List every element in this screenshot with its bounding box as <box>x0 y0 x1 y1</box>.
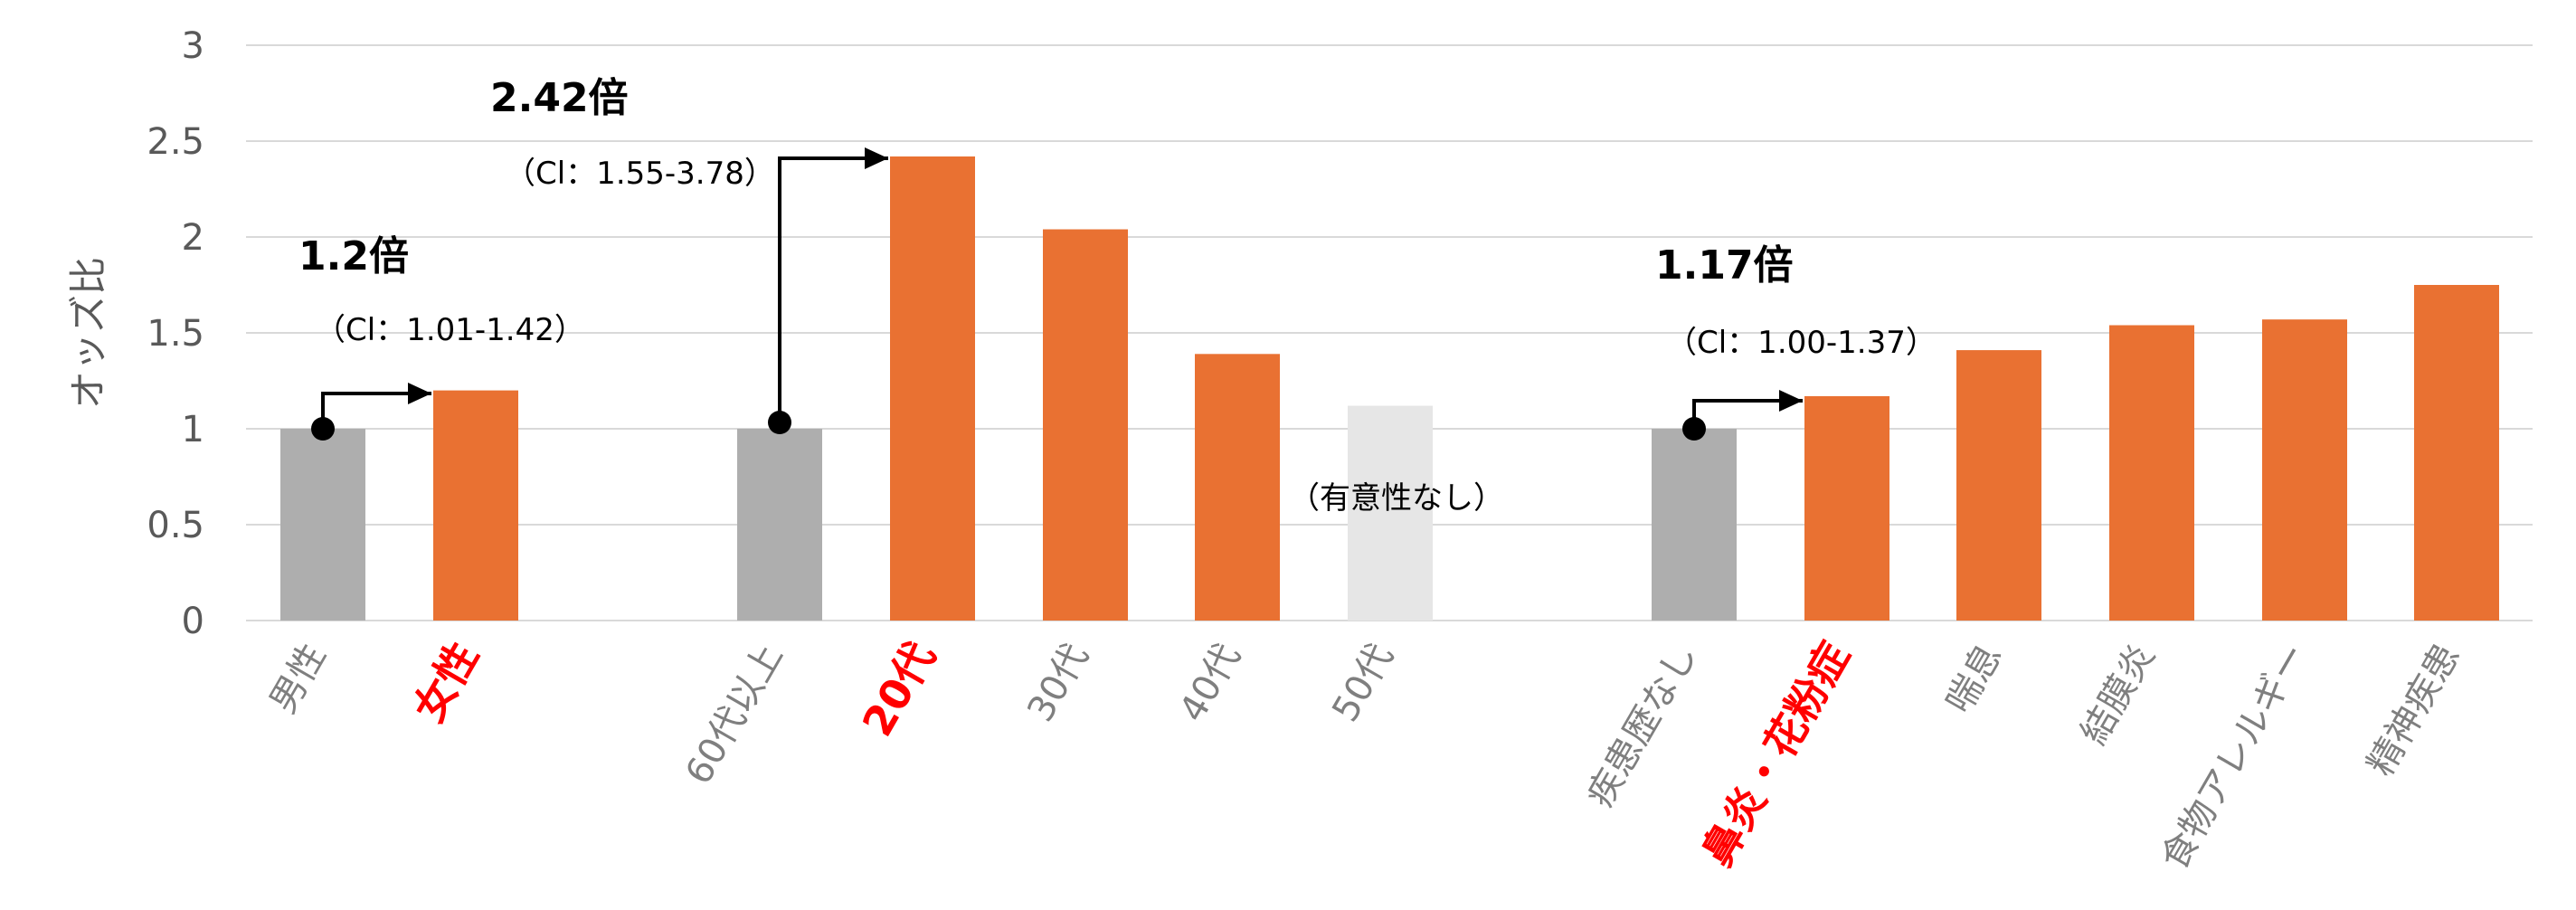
annotation-arrow <box>778 147 888 422</box>
x-category-label: 疾患歴なし <box>1579 637 1706 814</box>
odds-ratio-label: 1.17倍 <box>1655 242 1794 289</box>
confidence-interval-label: （Cl：1.55-3.78） <box>505 156 775 192</box>
y-tick-label: 0.5 <box>147 505 204 546</box>
x-category-label: 女性 <box>404 634 488 731</box>
x-category-label: 結膜炎 <box>2073 637 2164 752</box>
y-tick-label: 2.5 <box>147 121 204 163</box>
x-category-label: 50代 <box>1324 637 1401 729</box>
bar-12 <box>2262 319 2347 621</box>
x-category-label: 20代 <box>853 634 945 744</box>
y-tick-label: 0 <box>182 601 204 642</box>
bars <box>280 156 2499 621</box>
x-category-label: 30代 <box>1019 637 1096 729</box>
x-category-label: 男性 <box>262 637 335 720</box>
x-category-label: 食物アレルギー <box>2154 637 2316 877</box>
annotations: 1.2倍 （Cl：1.01-1.42） 2.42倍 （Cl：1.55-3.78） 1.1… <box>298 75 1937 441</box>
x-category-label: 鼻炎・花粉症 <box>1692 634 1860 875</box>
bar-6 <box>1195 354 1280 621</box>
x-category-label: 60代以上 <box>677 637 791 792</box>
y-tick-label: 3 <box>182 25 204 67</box>
odds-ratio-label: 1.2倍 <box>298 233 409 280</box>
bar-7 <box>1348 405 1433 621</box>
y-axis-label: オッズ比 <box>66 257 110 409</box>
annotation-arrow <box>321 383 431 429</box>
odds-ratio-label: 2.42倍 <box>490 75 629 121</box>
annotation-dot <box>311 417 335 441</box>
bar-3 <box>737 429 822 621</box>
bar-4 <box>890 156 975 621</box>
not-significant-note: （有意性なし） <box>1289 480 1504 517</box>
bar-11 <box>2109 325 2194 621</box>
confidence-interval-label: （Cl：1.01-1.42） <box>315 312 585 348</box>
bar-13 <box>2414 285 2499 621</box>
annotation-1: 1.2倍 （Cl：1.01-1.42） <box>298 233 585 441</box>
annotation-arrow <box>1692 390 1803 429</box>
bar-8 <box>1652 429 1737 621</box>
y-axis-ticks: 0 0.5 1 1.5 2 2.5 3 <box>147 25 204 642</box>
x-category-label: 40代 <box>1171 637 1248 729</box>
x-category-label: 喘息 <box>1938 637 2011 720</box>
annotation-dot <box>768 411 791 434</box>
annotation-2: 2.42倍 （Cl：1.55-3.78） <box>490 75 888 434</box>
y-tick-label: 2 <box>182 217 204 259</box>
confidence-interval-label: （Cl：1.00-1.37） <box>1666 325 1937 361</box>
bar-10 <box>1956 350 2041 621</box>
annotation-dot <box>1682 417 1706 441</box>
x-category-label: 精神疾患 <box>2360 637 2468 783</box>
bar-2 <box>433 390 518 621</box>
annotation-3: 1.17倍 （Cl：1.00-1.37） <box>1655 242 1937 441</box>
bar-9 <box>1804 395 1889 621</box>
y-tick-label: 1.5 <box>147 313 204 355</box>
bar-1 <box>280 429 365 621</box>
y-tick-label: 1 <box>182 409 204 450</box>
bar-5 <box>1043 229 1128 621</box>
